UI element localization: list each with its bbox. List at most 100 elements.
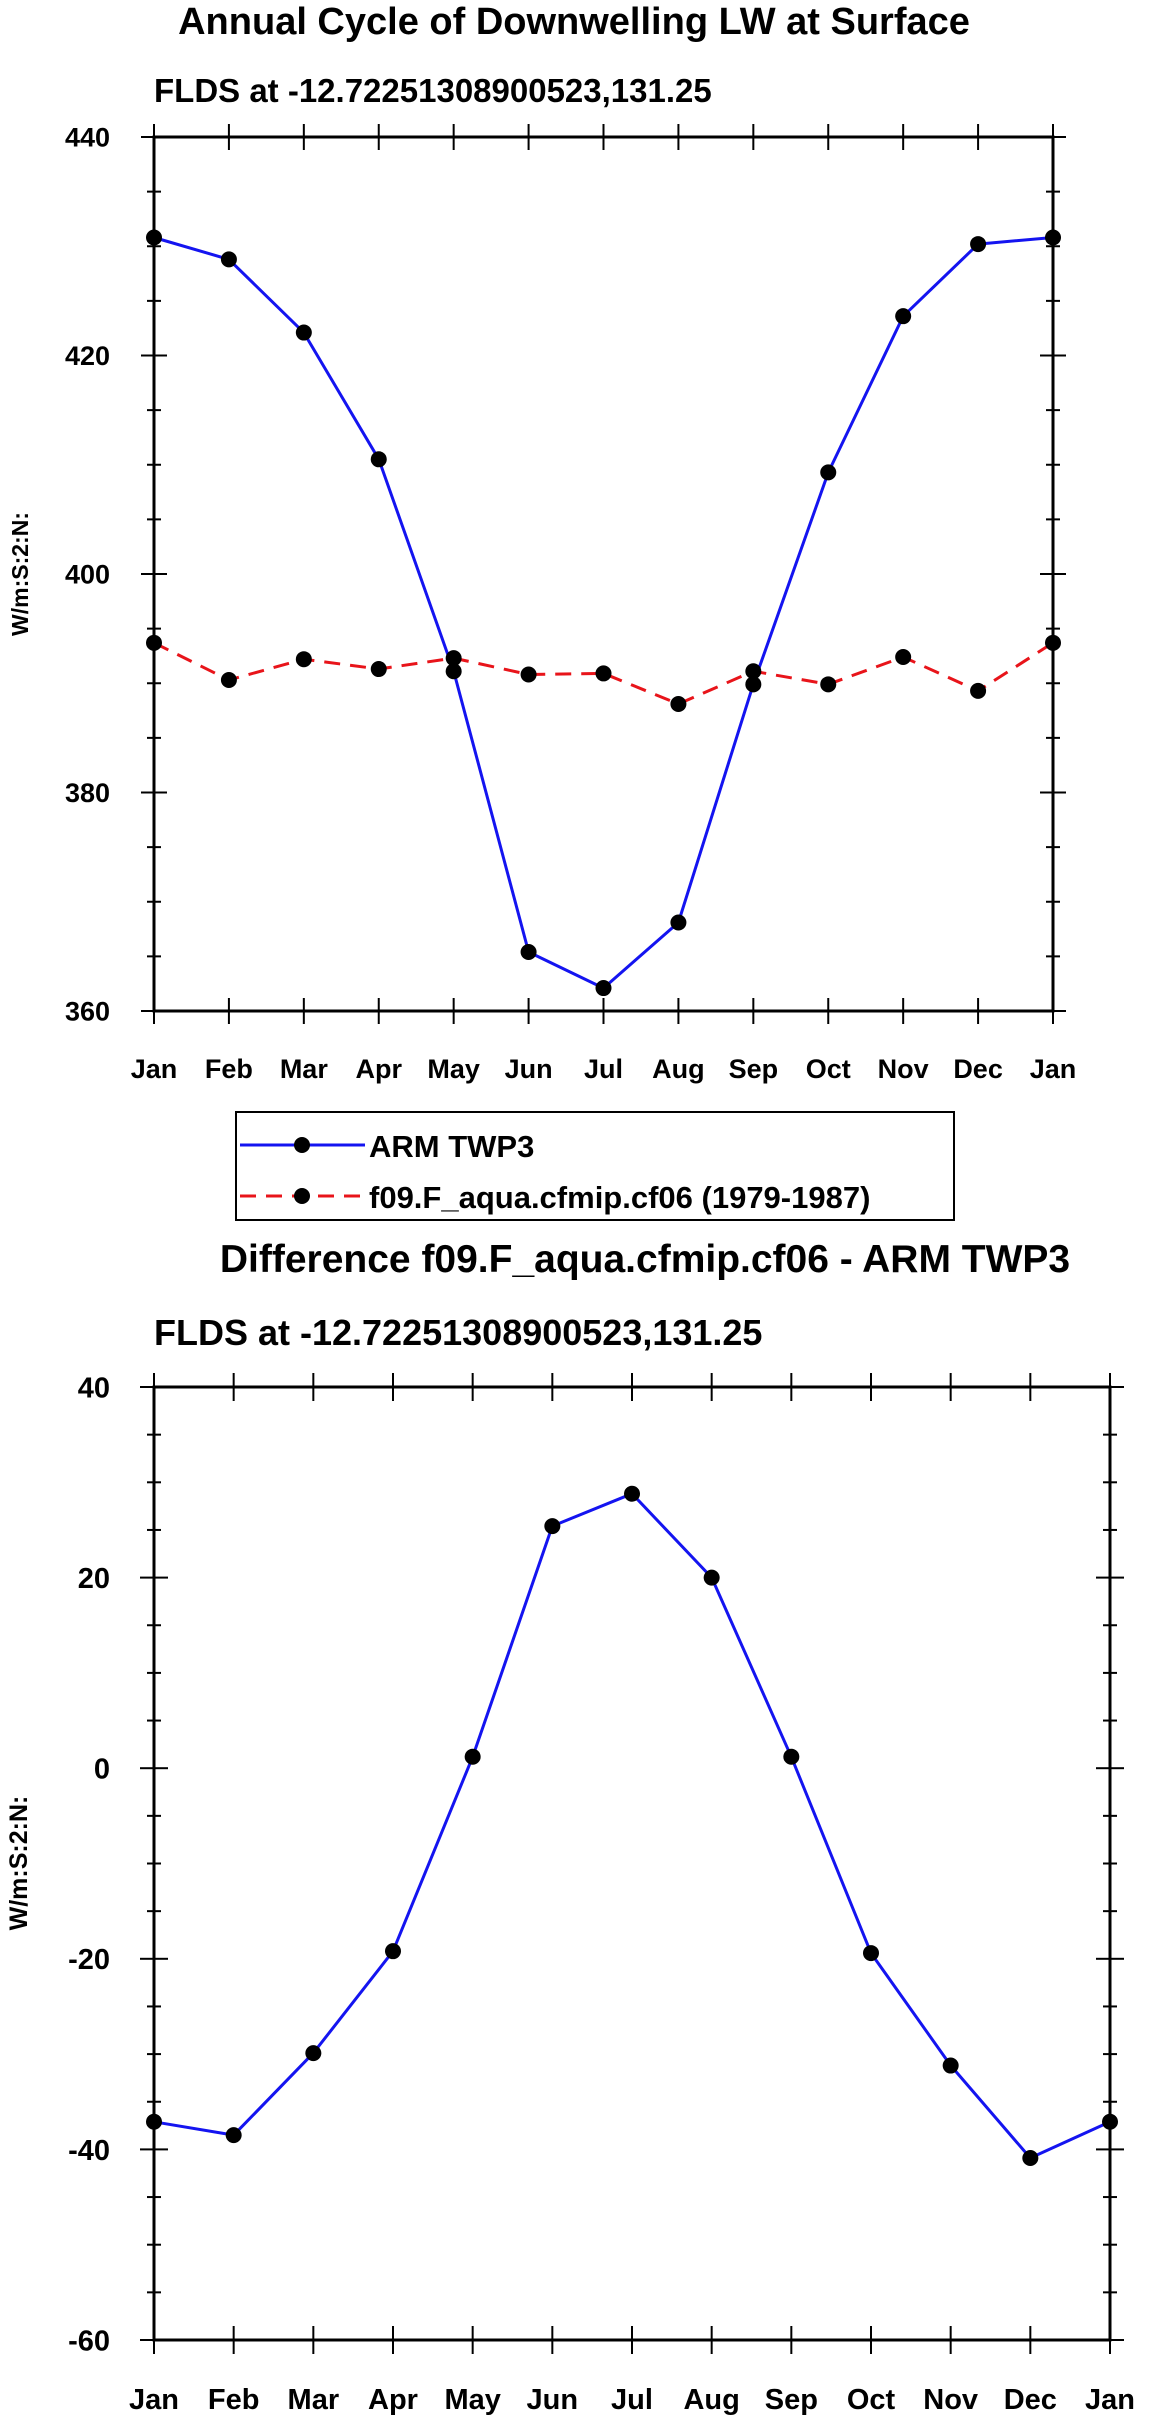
point-difference-9 [863, 1945, 879, 1962]
x-tick-label-jan: Jan [1085, 2384, 1135, 2416]
point-f09-f-aqua-cfmip-cf06-1979-1987-11 [970, 682, 987, 699]
x-tick-label-may: May [444, 2384, 500, 2416]
legend: ARM TWP3 f09.F_aqua.cfmip.cf06 (1979-198… [235, 1111, 955, 1221]
point-f09-f-aqua-cfmip-cf06-1979-1987-8 [745, 663, 762, 680]
x-tick-label-apr: Apr [368, 2384, 418, 2416]
x-tick-label-dec: Dec [953, 1054, 1003, 1084]
point-f09-f-aqua-cfmip-cf06-1979-1987-12 [1045, 634, 1061, 651]
y-tick-label: -60 [68, 2325, 110, 2357]
point-f09-f-aqua-cfmip-cf06-1979-1987-3 [370, 661, 387, 678]
point-f09-f-aqua-cfmip-cf06-1979-1987-7 [670, 696, 687, 713]
x-tick-label-nov: Nov [878, 1054, 929, 1084]
point-difference-10 [942, 2057, 959, 2074]
y-tick-label: 380 [65, 778, 110, 808]
chart-title: Annual Cycle of Downwelling LW at Surfac… [178, 1, 970, 43]
point-difference-3 [385, 1943, 401, 1960]
y-tick-labels: 360 380 400 420 440 [65, 123, 110, 1027]
point-f09-f-aqua-cfmip-cf06-1979-1987-1 [220, 671, 237, 688]
x-tick-label-oct: Oct [806, 1054, 851, 1084]
x-tick-label-jul: Jul [611, 2384, 653, 2416]
series-line-arm-twp3 [153, 236, 1054, 990]
series-line-difference [153, 1492, 1111, 2160]
point-difference-2 [305, 2045, 322, 2062]
point-arm-twp3-10 [895, 308, 912, 325]
x-tick-label-jan: Jan [131, 1054, 178, 1084]
point-arm-twp3-4 [445, 663, 462, 680]
x-tick-label-jun: Jun [527, 2384, 579, 2416]
point-difference-7 [703, 1569, 720, 1586]
point-arm-twp3-9 [820, 464, 837, 481]
y-tick-label: 400 [65, 560, 110, 590]
y-tick-labels: -60 -40 -20 0 20 40 [68, 1372, 110, 2357]
legend-label-arm-twp3: ARM TWP3 [369, 1129, 534, 1164]
y-tick-label: 420 [65, 341, 110, 371]
y-tick-label: 0 [94, 1754, 110, 1786]
x-tick-label-mar: Mar [288, 2384, 340, 2416]
point-difference-4 [464, 1748, 481, 1765]
point-difference-5 [544, 1518, 561, 1535]
legend-box [235, 1111, 955, 1221]
point-arm-twp3-8 [745, 676, 762, 693]
x-tick-label-jul: Jul [584, 1054, 623, 1084]
annual-cycle-chart: Annual Cycle of Downwelling LW at Surfac… [7, 1, 1077, 1221]
point-f09-f-aqua-cfmip-cf06-1979-1987-0 [146, 634, 162, 651]
chart-title: Difference f09.F_aqua.cfmip.cf06 - ARM T… [220, 1238, 1070, 1281]
x-tick-label-feb: Feb [205, 1054, 253, 1084]
point-arm-twp3-7 [670, 914, 687, 931]
point-f09-f-aqua-cfmip-cf06-1979-1987-5 [520, 666, 537, 683]
chart-subtitle: FLDS at -12.72251308900523,131.25 [154, 72, 712, 109]
x-tick-label-jan: Jan [1030, 1054, 1077, 1084]
x-tick-label-sep: Sep [765, 2384, 818, 2416]
x-tick-label-may: May [427, 1054, 480, 1084]
point-arm-twp3-6 [595, 980, 612, 997]
y-axis-label: W/m:S:2:N: [7, 512, 33, 636]
x-tick-label-aug: Aug [683, 2384, 739, 2416]
point-arm-twp3-0 [146, 229, 162, 246]
series-layer [146, 229, 1061, 997]
x-tick-label-jun: Jun [505, 1054, 553, 1084]
point-f09-f-aqua-cfmip-cf06-1979-1987-6 [595, 665, 612, 682]
y-tick-label: 360 [65, 997, 110, 1027]
point-difference-8 [783, 1748, 800, 1765]
point-f09-f-aqua-cfmip-cf06-1979-1987-2 [295, 651, 312, 668]
x-tick-label-nov: Nov [923, 2384, 978, 2416]
point-difference-1 [225, 2127, 242, 2144]
x-tick-label-feb: Feb [208, 2384, 260, 2416]
point-arm-twp3-2 [295, 324, 312, 341]
legend-marker-arm-twp3 [294, 1137, 310, 1153]
y-tick-label: 20 [78, 1563, 110, 1595]
x-tick-labels: Jan Feb Mar Apr May Jun Jul Aug Sep Oct Nov Dec Jan [129, 2384, 1135, 2416]
y-tick-label: -40 [68, 2135, 110, 2167]
x-tick-label-jan: Jan [129, 2384, 179, 2416]
point-f09-f-aqua-cfmip-cf06-1979-1987-9 [820, 676, 837, 693]
y-tick-label: 40 [78, 1372, 110, 1404]
point-difference-0 [146, 2113, 162, 2130]
x-tick-labels: Jan Feb Mar Apr May Jun Jul Aug Sep Oct Nov Dec Jan [131, 1054, 1077, 1084]
x-tick-label-sep: Sep [729, 1054, 779, 1084]
x-tick-label-aug: Aug [652, 1054, 704, 1084]
y-axis-label: W/m:S:2:N: [5, 1796, 33, 1931]
axis-ticks [140, 1373, 1124, 2354]
plot-frame [152, 135, 1055, 1013]
series-layer [146, 1485, 1118, 2166]
difference-chart: Difference f09.F_aqua.cfmip.cf06 - ARM T… [5, 1238, 1135, 2416]
legend-marker-cf06 [294, 1188, 310, 1204]
point-arm-twp3-5 [520, 944, 537, 961]
point-difference-12 [1102, 2113, 1118, 2130]
point-arm-twp3-1 [220, 251, 237, 268]
plot-frame [152, 1385, 1112, 2342]
point-arm-twp3-12 [1045, 229, 1061, 246]
legend-label-cf06: f09.F_aqua.cfmip.cf06 (1979-1987) [369, 1180, 870, 1215]
x-tick-label-mar: Mar [280, 1054, 329, 1084]
axis-ticks [141, 124, 1066, 1024]
y-tick-label: 440 [65, 123, 110, 153]
point-f09-f-aqua-cfmip-cf06-1979-1987-10 [895, 649, 912, 666]
x-tick-label-oct: Oct [847, 2384, 896, 2416]
x-tick-label-apr: Apr [356, 1054, 403, 1084]
y-tick-label: -20 [68, 1944, 110, 1976]
point-difference-6 [624, 1485, 640, 1502]
point-difference-11 [1022, 2149, 1039, 2166]
x-tick-label-dec: Dec [1004, 2384, 1057, 2416]
point-arm-twp3-3 [370, 451, 387, 468]
